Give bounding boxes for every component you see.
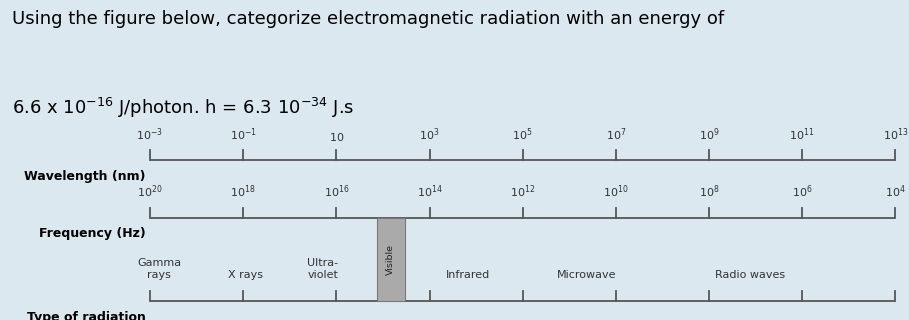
- Text: $10^{20}$: $10^{20}$: [137, 184, 163, 200]
- Text: Wavelength (nm): Wavelength (nm): [24, 170, 145, 183]
- Text: $10^{6}$: $10^{6}$: [792, 184, 813, 200]
- Text: Using the figure below, categorize electromagnetic radiation with an energy of: Using the figure below, categorize elect…: [12, 10, 724, 28]
- Text: 6.6 x 10$^{-16}$ J/photon. h = 6.3 10$^{-34}$ J.s: 6.6 x 10$^{-16}$ J/photon. h = 6.3 10$^{…: [12, 96, 355, 120]
- Text: $10^{10}$: $10^{10}$: [603, 184, 629, 200]
- Text: $10^{9}$: $10^{9}$: [699, 126, 719, 143]
- Text: $10^{3}$: $10^{3}$: [419, 126, 440, 143]
- Text: $10^{14}$: $10^{14}$: [416, 184, 443, 200]
- Text: Gamma
rays: Gamma rays: [137, 259, 181, 280]
- Text: Ultra-
violet: Ultra- violet: [307, 259, 338, 280]
- Text: $10^{-1}$: $10^{-1}$: [230, 126, 256, 143]
- Text: $10^{13}$: $10^{13}$: [883, 126, 908, 143]
- Text: Frequency (Hz): Frequency (Hz): [39, 227, 145, 240]
- Text: $10^{11}$: $10^{11}$: [790, 126, 814, 143]
- Text: $10^{4}$: $10^{4}$: [885, 184, 905, 200]
- Text: $10$: $10$: [329, 131, 344, 143]
- Text: Microwave: Microwave: [556, 270, 616, 280]
- Text: $10^{7}$: $10^{7}$: [605, 126, 626, 143]
- Text: Type of radiation: Type of radiation: [26, 311, 145, 320]
- Text: $10^{18}$: $10^{18}$: [230, 184, 256, 200]
- Text: Radio waves: Radio waves: [714, 270, 785, 280]
- Text: X rays: X rays: [228, 270, 263, 280]
- Text: $10^{-3}$: $10^{-3}$: [136, 126, 164, 143]
- Text: Infrared: Infrared: [446, 270, 490, 280]
- Text: $10^{8}$: $10^{8}$: [699, 184, 719, 200]
- Text: $10^{16}$: $10^{16}$: [324, 184, 349, 200]
- Text: $10^{5}$: $10^{5}$: [513, 126, 533, 143]
- Text: $10^{12}$: $10^{12}$: [510, 184, 535, 200]
- Text: Visible: Visible: [386, 244, 395, 275]
- Bar: [377, 218, 405, 301]
